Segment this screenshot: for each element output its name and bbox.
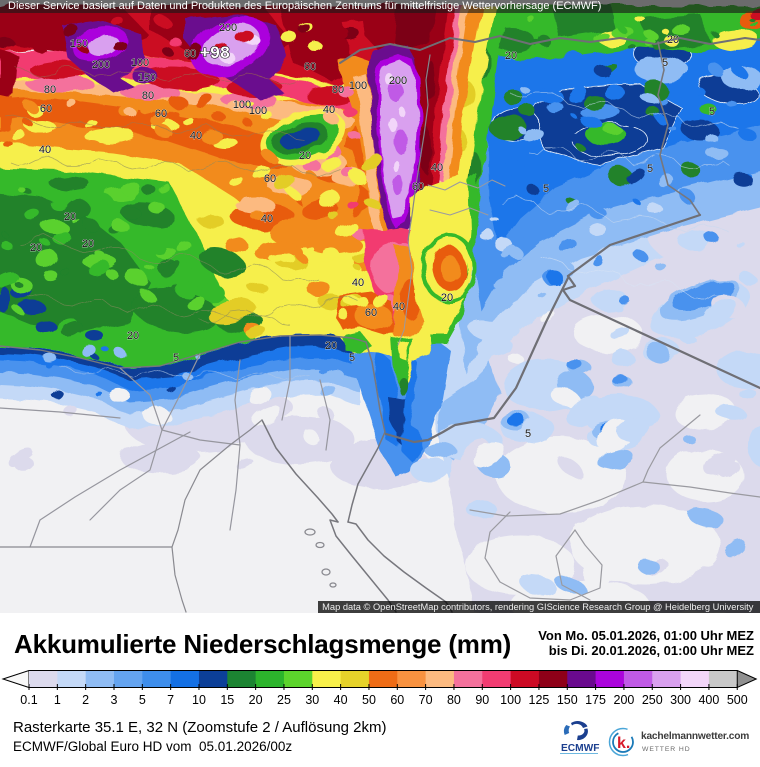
svg-text:30: 30 xyxy=(305,693,319,707)
svg-text:80: 80 xyxy=(447,693,461,707)
svg-text:40: 40 xyxy=(393,301,405,313)
svg-text:40: 40 xyxy=(431,162,443,174)
svg-text:20: 20 xyxy=(667,34,679,46)
svg-text:5: 5 xyxy=(139,693,146,707)
svg-text:400: 400 xyxy=(698,693,719,707)
svg-text:40: 40 xyxy=(190,130,202,142)
svg-text:60: 60 xyxy=(365,307,377,319)
svg-text:20: 20 xyxy=(82,238,94,250)
svg-text:150: 150 xyxy=(138,72,156,84)
svg-text:5: 5 xyxy=(662,57,668,69)
svg-text:5: 5 xyxy=(173,352,179,364)
svg-text:500: 500 xyxy=(727,693,748,707)
svg-text:20: 20 xyxy=(249,693,263,707)
svg-text:20: 20 xyxy=(30,242,42,254)
svg-text:5: 5 xyxy=(349,352,355,364)
svg-text:40: 40 xyxy=(334,693,348,707)
svg-text:WETTER HD: WETTER HD xyxy=(642,746,691,753)
svg-text:80: 80 xyxy=(44,84,56,96)
svg-text:2: 2 xyxy=(82,693,89,707)
svg-text:60: 60 xyxy=(184,48,196,60)
svg-text:1: 1 xyxy=(54,693,61,707)
svg-text:100: 100 xyxy=(131,57,149,69)
svg-text:0.1: 0.1 xyxy=(20,693,37,707)
svg-text:40: 40 xyxy=(323,104,335,116)
svg-text:+98: +98 xyxy=(200,43,230,62)
svg-text:250: 250 xyxy=(642,693,663,707)
svg-text:kachelmannwetter.com: kachelmannwetter.com xyxy=(641,731,749,742)
svg-text:300: 300 xyxy=(670,693,691,707)
svg-text:20: 20 xyxy=(441,292,453,304)
svg-text:60: 60 xyxy=(304,61,316,73)
svg-text:90: 90 xyxy=(475,693,489,707)
svg-text:60: 60 xyxy=(155,108,167,120)
svg-text:70: 70 xyxy=(419,693,433,707)
svg-text:60: 60 xyxy=(264,173,276,185)
svg-text:5: 5 xyxy=(709,106,715,118)
svg-text:10: 10 xyxy=(192,693,206,707)
svg-text:100: 100 xyxy=(500,693,521,707)
svg-text:100: 100 xyxy=(349,80,367,92)
svg-text:100: 100 xyxy=(249,105,267,117)
svg-text:60: 60 xyxy=(412,181,424,193)
svg-text:60: 60 xyxy=(390,693,404,707)
svg-text:200: 200 xyxy=(389,75,407,87)
svg-text:20: 20 xyxy=(299,150,311,162)
svg-text:5: 5 xyxy=(647,163,653,175)
svg-text:50: 50 xyxy=(362,693,376,707)
svg-text:20: 20 xyxy=(505,50,517,62)
svg-text:80: 80 xyxy=(332,84,344,96)
svg-text:5: 5 xyxy=(543,183,549,195)
svg-text:200: 200 xyxy=(92,59,110,71)
svg-text:100: 100 xyxy=(233,99,251,111)
svg-text:ECMWF: ECMWF xyxy=(561,743,599,754)
svg-text:200: 200 xyxy=(614,693,635,707)
svg-text:3: 3 xyxy=(111,693,118,707)
svg-text:7: 7 xyxy=(167,693,174,707)
svg-text:80: 80 xyxy=(142,90,154,102)
svg-text:15: 15 xyxy=(220,693,234,707)
svg-text:k.: k. xyxy=(617,735,630,752)
svg-text:40: 40 xyxy=(39,144,51,156)
svg-text:175: 175 xyxy=(585,693,606,707)
svg-text:5: 5 xyxy=(525,428,531,440)
svg-text:150: 150 xyxy=(557,693,578,707)
svg-text:40: 40 xyxy=(352,277,364,289)
svg-text:200: 200 xyxy=(219,22,237,34)
svg-text:20: 20 xyxy=(325,340,337,352)
svg-text:40: 40 xyxy=(261,213,273,225)
svg-text:25: 25 xyxy=(277,693,291,707)
svg-text:60: 60 xyxy=(40,103,52,115)
svg-text:20: 20 xyxy=(127,330,139,342)
svg-text:125: 125 xyxy=(529,693,550,707)
svg-text:150: 150 xyxy=(70,38,88,50)
svg-text:20: 20 xyxy=(64,211,76,223)
